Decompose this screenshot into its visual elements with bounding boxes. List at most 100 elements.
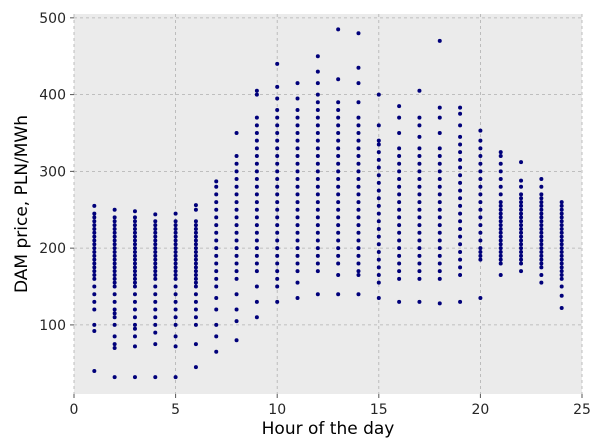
data-point — [112, 269, 117, 274]
data-point — [173, 253, 178, 258]
data-point — [275, 299, 280, 304]
data-point — [519, 238, 524, 243]
data-point — [397, 184, 402, 189]
data-point — [539, 230, 544, 235]
data-point — [92, 292, 97, 297]
data-point — [356, 238, 361, 243]
data-point — [254, 238, 259, 243]
data-point — [234, 223, 239, 228]
data-point — [295, 115, 300, 120]
data-point — [112, 311, 117, 316]
data-point — [519, 203, 524, 208]
data-point — [397, 130, 402, 135]
data-point — [458, 165, 463, 170]
data-point — [437, 223, 442, 228]
data-point — [458, 249, 463, 254]
data-point — [254, 177, 259, 182]
data-point — [417, 238, 422, 243]
data-point — [376, 242, 381, 247]
data-point — [275, 61, 280, 66]
data-point — [336, 138, 341, 143]
data-point — [112, 253, 117, 258]
data-point — [295, 223, 300, 228]
data-point — [254, 192, 259, 197]
data-point — [234, 230, 239, 235]
y-axis-label: DAM price, PLN/MWh — [12, 115, 32, 293]
data-point — [397, 215, 402, 220]
data-point — [539, 200, 544, 205]
data-point — [92, 249, 97, 254]
data-point — [234, 130, 239, 135]
data-point — [254, 92, 259, 97]
data-point — [315, 230, 320, 235]
data-point — [458, 123, 463, 128]
plot-background — [74, 14, 582, 394]
data-point — [132, 219, 137, 224]
data-point — [498, 192, 503, 197]
data-point — [478, 253, 483, 258]
data-point — [336, 238, 341, 243]
data-point — [356, 230, 361, 235]
data-point — [315, 207, 320, 212]
data-point — [153, 269, 158, 274]
data-point — [397, 169, 402, 174]
data-point — [376, 150, 381, 155]
data-point — [315, 107, 320, 112]
data-point — [397, 161, 402, 166]
y-tick-label: 200 — [39, 241, 66, 257]
data-point — [275, 107, 280, 112]
data-point — [112, 249, 117, 254]
data-point — [417, 269, 422, 274]
data-point — [417, 169, 422, 174]
data-point — [275, 184, 280, 189]
data-point — [539, 238, 544, 243]
data-point — [234, 338, 239, 343]
data-point — [498, 246, 503, 251]
data-point — [112, 238, 117, 243]
data-point — [498, 161, 503, 166]
data-point — [437, 200, 442, 205]
data-point — [376, 257, 381, 262]
data-point — [214, 296, 219, 301]
data-point — [336, 100, 341, 105]
data-point — [356, 65, 361, 70]
data-point — [458, 211, 463, 216]
data-point — [275, 284, 280, 289]
data-point — [478, 146, 483, 151]
x-tick-label: 25 — [573, 402, 590, 418]
data-point — [417, 123, 422, 128]
data-point — [153, 226, 158, 231]
data-point — [397, 223, 402, 228]
data-point — [254, 215, 259, 220]
data-point — [173, 238, 178, 243]
data-point — [397, 146, 402, 151]
data-point — [234, 307, 239, 312]
data-point — [437, 215, 442, 220]
data-point — [92, 203, 97, 208]
data-point — [397, 200, 402, 205]
data-point — [417, 146, 422, 151]
data-point — [458, 226, 463, 231]
data-point — [193, 249, 198, 254]
data-point — [193, 234, 198, 239]
data-point — [153, 265, 158, 270]
data-point — [458, 142, 463, 147]
data-point — [478, 154, 483, 159]
data-point — [559, 246, 564, 251]
data-point — [112, 334, 117, 339]
data-point — [397, 269, 402, 274]
data-point — [132, 230, 137, 235]
data-point — [519, 178, 524, 183]
data-point — [356, 146, 361, 151]
data-point — [376, 188, 381, 193]
data-point — [356, 273, 361, 278]
data-point — [478, 230, 483, 235]
data-point — [458, 188, 463, 193]
data-point — [173, 249, 178, 254]
data-point — [153, 230, 158, 235]
data-point — [275, 115, 280, 120]
data-point — [356, 192, 361, 197]
data-point — [397, 276, 402, 281]
data-point — [478, 215, 483, 220]
data-point — [275, 207, 280, 212]
